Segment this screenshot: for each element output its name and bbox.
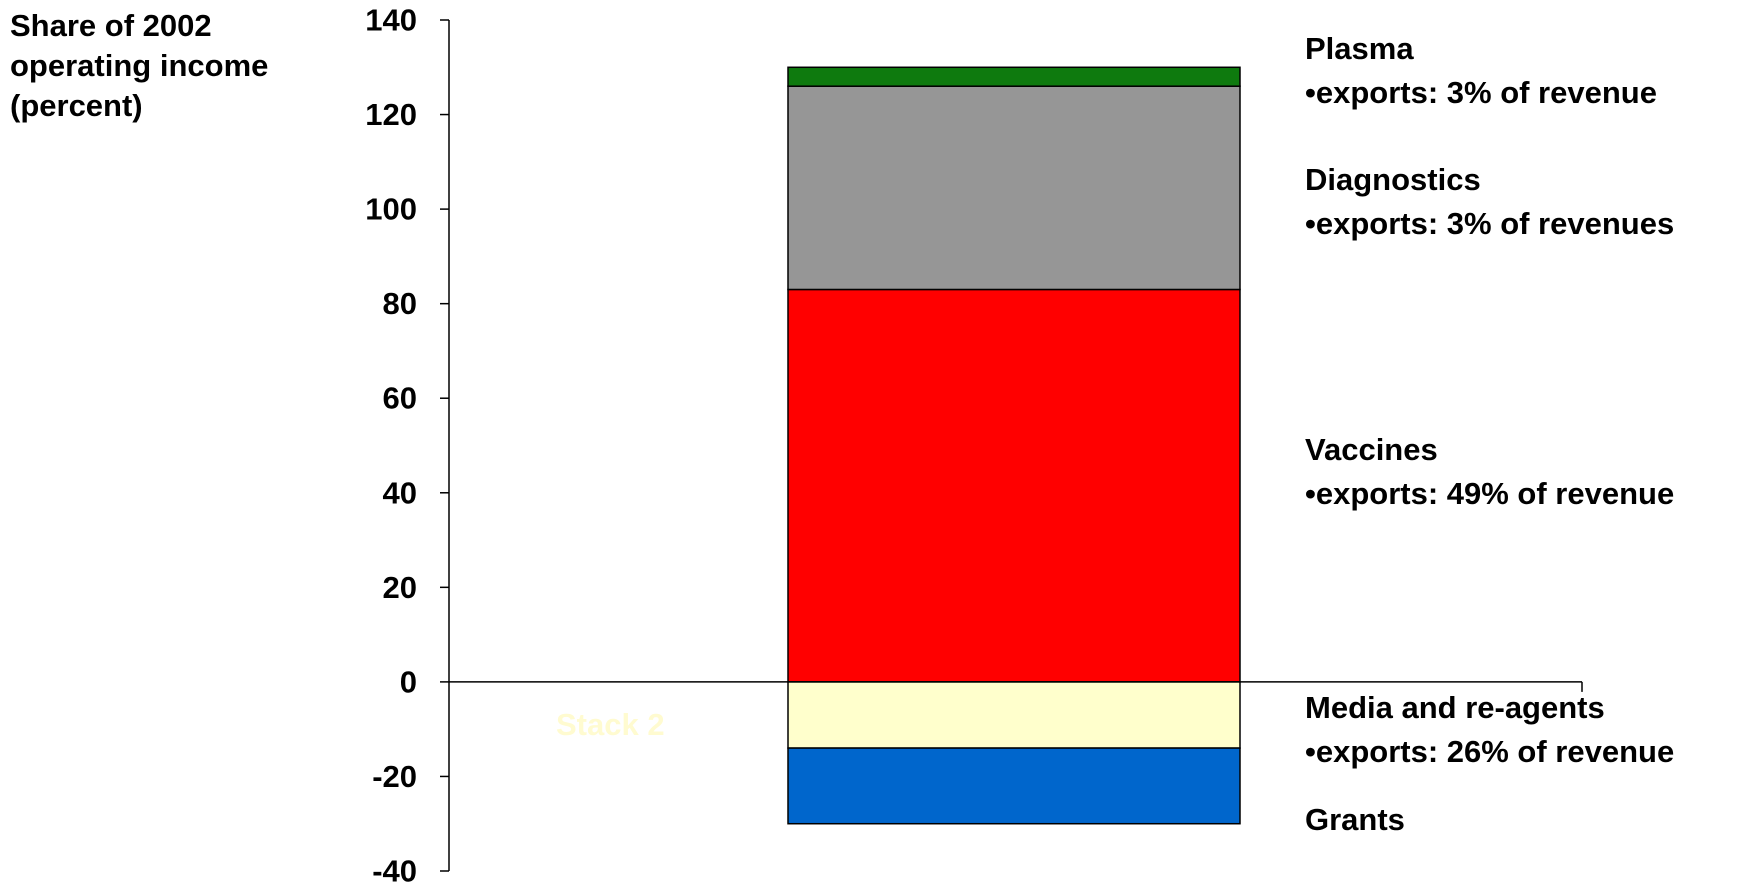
y-tick-label: 80 [383,286,417,321]
y-tick-label: -40 [372,854,417,886]
annotation-plasma: Plasma •exports: 3% of revenue [1305,27,1657,115]
y-tick-label: -20 [372,759,417,794]
annotation-media-note: •exports: 26% of revenue [1305,734,1675,769]
bar-segment-plasma [787,66,1241,87]
annotation-vaccines-title: Vaccines [1305,432,1438,467]
annotation-vaccines-note: •exports: 49% of revenue [1305,476,1675,511]
annotation-vaccines: Vaccines •exports: 49% of revenue [1305,428,1674,516]
bar-segment-grants [787,747,1241,825]
annotation-plasma-title: Plasma [1305,31,1414,66]
category-label: Stack 2 [556,707,665,742]
annotation-diagnostics-note: •exports: 3% of revenues [1305,206,1675,241]
annotation-media-title: Media and re-agents [1305,690,1605,725]
y-axis-label-line-3: (percent) [10,88,143,123]
y-tick-label: 100 [365,192,417,227]
y-tick-label: 0 [400,664,417,699]
bar-segment-diagnostics [787,85,1241,291]
bar-segment-vaccines [787,288,1241,683]
annotation-grants-title: Grants [1305,802,1405,837]
annotation-diagnostics-title: Diagnostics [1305,162,1481,197]
annotation-plasma-note: •exports: 3% of revenue [1305,75,1657,110]
annotation-media: Media and re-agents •exports: 26% of rev… [1305,686,1674,774]
y-tick-label: 20 [383,570,417,605]
y-axis-label-line-1: Share of 2002 [10,8,212,43]
y-axis-label: Share of 2002 operating income (percent) [10,6,268,126]
axes: 140 120 100 80 60 40 20 0 -20 -40 [365,3,1583,886]
annotation-diagnostics: Diagnostics •exports: 3% of revenues [1305,158,1674,246]
bar-segments [787,66,1241,825]
y-tick-label: 40 [383,475,417,510]
annotation-grants: Grants [1305,798,1405,842]
bar-segment-media-and-re-agents [787,681,1241,749]
y-tick-label: 140 [365,3,417,38]
y-axis-label-line-2: operating income [10,48,269,83]
y-tick-label: 60 [383,381,417,416]
y-tick-label: 120 [365,97,417,132]
